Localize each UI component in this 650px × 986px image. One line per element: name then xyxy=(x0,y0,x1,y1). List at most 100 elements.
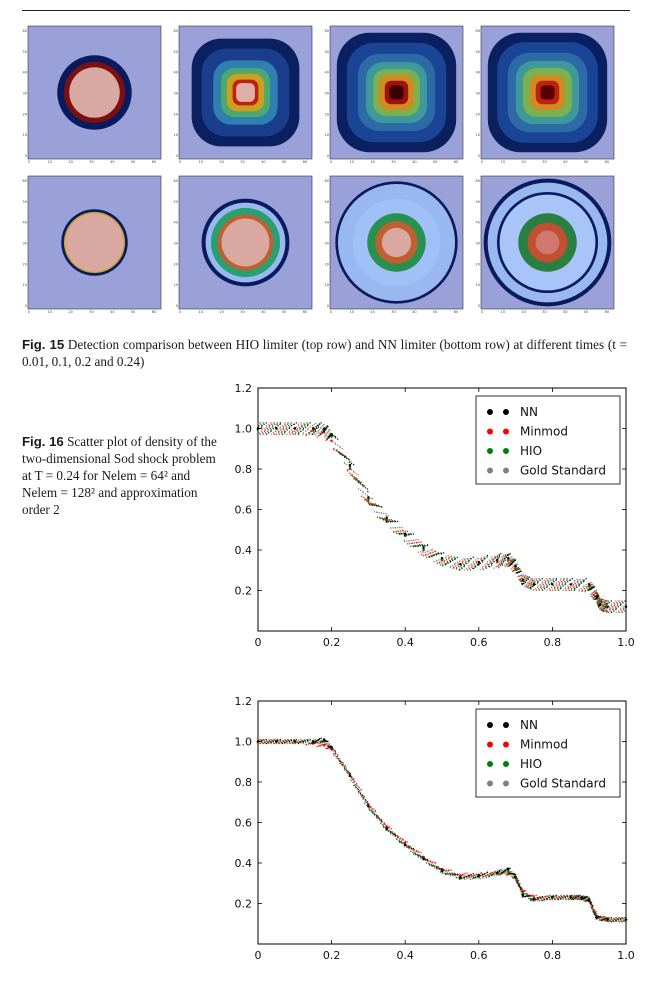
scatter-dot xyxy=(380,818,383,821)
scatter-dot xyxy=(598,603,601,606)
scatter-dot xyxy=(601,604,604,607)
panel-y-tick-label: 60 xyxy=(174,179,178,183)
scatter-dot xyxy=(534,900,537,902)
scatter-dot xyxy=(598,919,601,921)
hio-detection-panel-3: 0 0 10 10 20 20 30 30 40 40 50 50 60 60 xyxy=(324,24,465,165)
scatter-dot xyxy=(585,896,587,898)
scatter-dot xyxy=(333,754,335,756)
scatter-dot xyxy=(306,424,309,427)
data-point xyxy=(580,896,584,899)
scatter-dot xyxy=(422,554,425,557)
panel-y-tick-label: 40 xyxy=(325,71,329,75)
scatter-dot xyxy=(524,890,527,892)
scatter-dot xyxy=(376,511,378,514)
scatter-dot xyxy=(445,869,448,871)
scatter-dot xyxy=(471,877,474,880)
scatter-dot xyxy=(613,604,616,607)
scatter-dot xyxy=(543,586,545,589)
legend-marker xyxy=(487,448,493,454)
scatter-dot xyxy=(396,838,398,841)
scatter-dot xyxy=(456,556,459,559)
scatter-dot xyxy=(439,561,441,563)
hio-detection-panel-1: 0 0 10 10 20 20 30 30 40 40 50 50 60 60 xyxy=(22,24,163,165)
scatter-dot xyxy=(336,755,338,758)
scatter-dot xyxy=(399,841,401,843)
scatter-dot xyxy=(606,610,609,612)
scatter-dot xyxy=(592,911,595,913)
scatter-dot xyxy=(457,563,460,565)
scatter-dot xyxy=(579,894,581,897)
data-point xyxy=(330,435,333,438)
scatter-dot xyxy=(359,794,362,796)
scatter-dot xyxy=(325,747,328,749)
scatter-dot xyxy=(311,742,314,745)
scatter-dot xyxy=(344,456,346,459)
scatter-dot xyxy=(550,579,552,581)
scatter-dot xyxy=(597,915,600,918)
scatter-dot xyxy=(320,737,322,739)
scatter-dot xyxy=(464,872,466,875)
panel-y-tick-label: 0 xyxy=(176,154,178,158)
scatter-dot xyxy=(292,433,295,435)
scatter-dot xyxy=(442,558,445,560)
scatter-dot xyxy=(498,871,501,874)
scatter-dot xyxy=(532,581,534,584)
scatter-dot xyxy=(534,583,537,586)
scatter-dot xyxy=(297,433,300,435)
scatter-dot xyxy=(482,568,485,571)
scatter-dot xyxy=(326,431,329,433)
scatter-dot xyxy=(425,553,427,556)
scatter-dot xyxy=(511,870,513,873)
scatter-dot xyxy=(592,586,595,589)
scatter-dot xyxy=(309,422,311,424)
legend-marker xyxy=(503,448,509,454)
scatter-dot xyxy=(580,587,583,590)
data-point xyxy=(348,463,352,467)
panel-x-tick-label: 50 xyxy=(131,310,135,314)
scatter-dot xyxy=(622,601,624,604)
scatter-dot xyxy=(475,873,478,875)
scatter-dot xyxy=(307,423,309,425)
scatter-dot xyxy=(559,587,562,590)
scatter-dot xyxy=(604,603,606,606)
scatter-dot xyxy=(493,567,495,569)
scatter-dot xyxy=(603,607,606,610)
scatter-dot xyxy=(615,608,617,611)
scatter-dot xyxy=(267,429,269,431)
data-point xyxy=(521,579,525,582)
scatter-dot xyxy=(334,752,337,754)
scatter-dot xyxy=(585,583,587,586)
scatter-dot xyxy=(445,873,447,875)
scatter-dot xyxy=(297,424,300,427)
scatter-dot xyxy=(360,481,363,483)
scatter-dot xyxy=(467,561,470,563)
scatter-dot xyxy=(562,589,564,591)
scatter-dot xyxy=(462,560,464,563)
scatter-dot xyxy=(589,902,592,905)
scatter-dot xyxy=(436,866,438,869)
scatter-dot xyxy=(615,600,617,602)
scatter-dot xyxy=(304,741,307,744)
scatter-dot xyxy=(422,857,424,860)
scatter-dot xyxy=(497,557,499,560)
scatter-dot xyxy=(314,422,317,424)
panel-x-tick-label: 50 xyxy=(584,310,588,314)
scatter-dot xyxy=(359,792,362,795)
scatter-dot xyxy=(405,845,408,847)
scatter-dot xyxy=(429,552,432,554)
scatter-dot xyxy=(296,429,298,431)
scatter-dot xyxy=(602,916,605,918)
scatter-dot xyxy=(562,585,564,587)
scatter-dot xyxy=(622,608,625,611)
scatter-dot xyxy=(352,470,355,472)
scatter-dot xyxy=(288,426,291,428)
scatter-dot xyxy=(446,560,449,563)
scatter-dot xyxy=(592,595,594,597)
scatter-dot xyxy=(463,874,465,876)
panel-x-tick-label: 0 xyxy=(28,310,30,314)
panel-x-tick-label: 30 xyxy=(240,310,244,314)
scatter-dot xyxy=(362,794,364,797)
scatter-dot xyxy=(451,873,454,875)
scatter-dot xyxy=(270,429,272,431)
scatter-dot xyxy=(270,433,272,435)
